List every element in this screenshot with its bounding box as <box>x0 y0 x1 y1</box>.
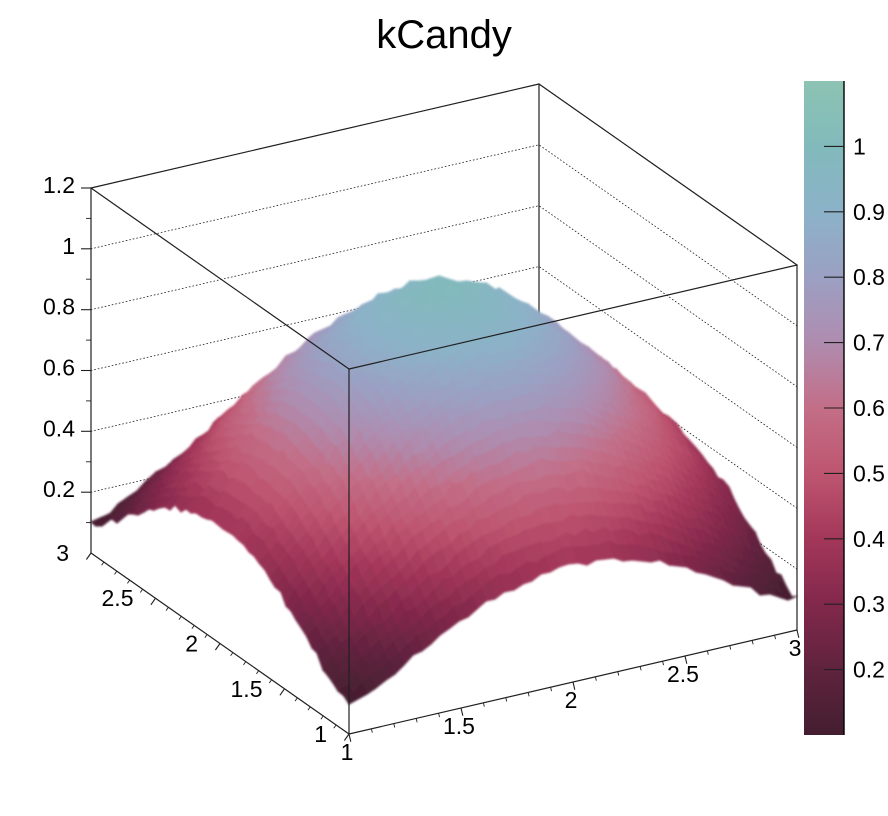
svg-text:0.6: 0.6 <box>43 355 75 381</box>
svg-text:1: 1 <box>314 721 327 747</box>
svg-text:kCandy: kCandy <box>376 13 512 57</box>
svg-text:1.5: 1.5 <box>443 713 475 739</box>
svg-text:0.2: 0.2 <box>853 657 885 683</box>
svg-text:0.4: 0.4 <box>43 415 75 441</box>
svg-text:2.5: 2.5 <box>102 585 134 611</box>
svg-text:0.8: 0.8 <box>853 264 885 290</box>
svg-text:0.4: 0.4 <box>853 526 885 552</box>
svg-text:0.8: 0.8 <box>43 294 75 320</box>
svg-text:0.7: 0.7 <box>853 330 885 356</box>
svg-text:2: 2 <box>185 631 198 657</box>
svg-text:0.5: 0.5 <box>853 460 885 486</box>
svg-text:3: 3 <box>56 540 69 566</box>
svg-text:0.9: 0.9 <box>853 199 885 225</box>
svg-text:1.2: 1.2 <box>43 172 75 198</box>
svg-text:3: 3 <box>789 635 802 661</box>
svg-text:0.6: 0.6 <box>853 395 885 421</box>
svg-text:0.3: 0.3 <box>853 591 885 617</box>
svg-text:0.2: 0.2 <box>43 476 75 502</box>
svg-text:1.5: 1.5 <box>231 676 263 702</box>
svg-text:1: 1 <box>62 233 75 259</box>
svg-text:1: 1 <box>341 739 354 765</box>
svg-text:2.5: 2.5 <box>667 661 699 687</box>
svg-text:1: 1 <box>853 133 866 159</box>
svg-text:2: 2 <box>565 687 578 713</box>
